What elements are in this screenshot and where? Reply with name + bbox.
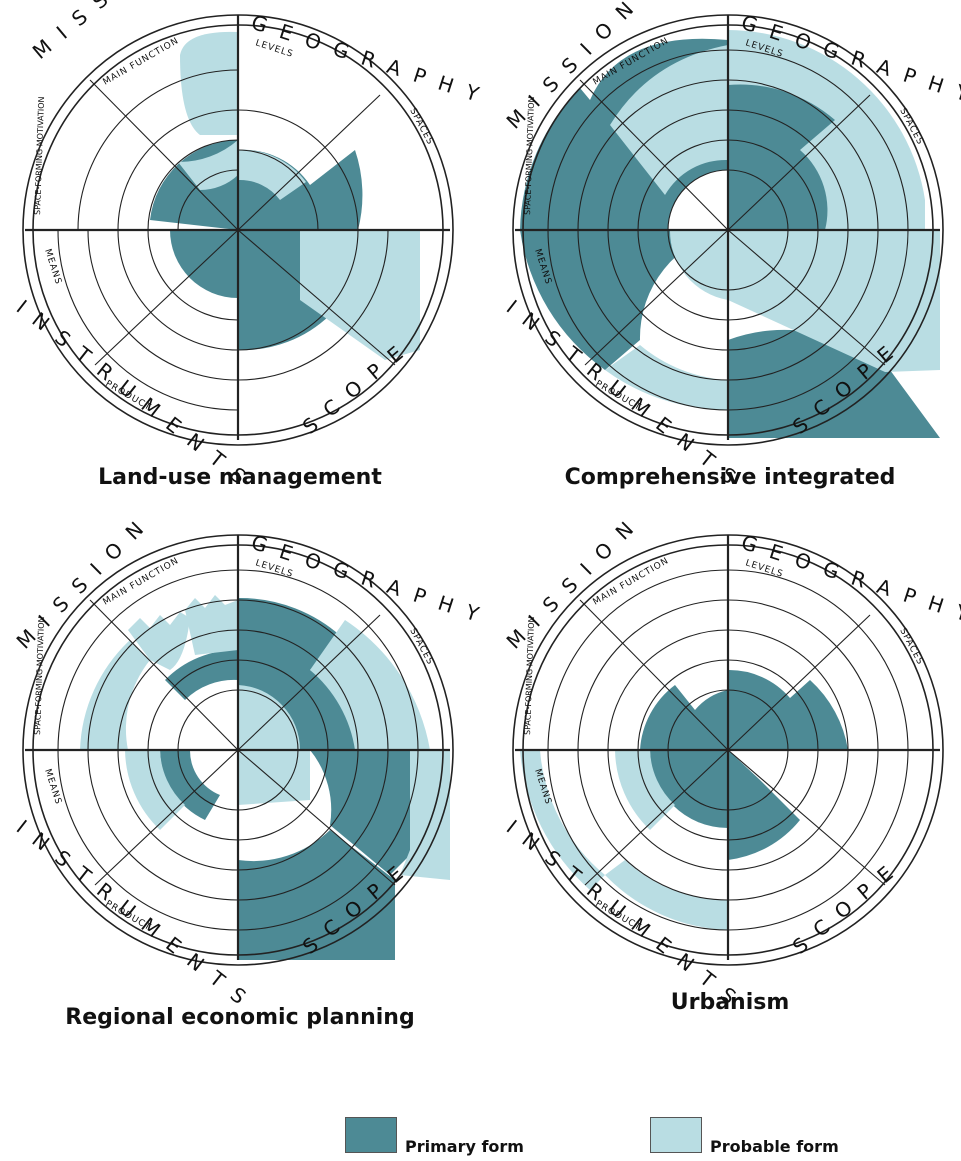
diagram-land-use-management: MISSION MAIN FUNCTION SPACE-FORMING MOTI…	[12, 0, 495, 497]
space-forming-motivation-label: SPACE-FORMING MOTIVATION	[523, 96, 536, 215]
diagram-comprehensive-integrated: MISSION MAIN FUNCTION SPACE-FORMING MOTI…	[502, 0, 961, 497]
panel-title: Land-use management	[98, 465, 382, 490]
panel-regional-economic-planning: MISSION MAIN FUNCTION SPACE-FORMING MOTI…	[10, 507, 495, 1040]
geography-label: GEOGRAPHY	[248, 10, 495, 111]
scope-label: SCOPE	[298, 332, 418, 439]
legend-primary-label: Primary form	[405, 1137, 524, 1156]
legend-probable: Probable form	[650, 1117, 890, 1157]
spaces-label: SPACES	[407, 627, 435, 667]
space-forming-motivation-label: SPACE-FORMING MOTIVATION	[523, 616, 536, 735]
legend-primary-swatch	[345, 1117, 397, 1153]
panel-comprehensive-integrated: MISSION MAIN FUNCTION SPACE-FORMING MOTI…	[500, 0, 961, 520]
diagram-regional-economic-planning: MISSION MAIN FUNCTION SPACE-FORMING MOTI…	[12, 507, 495, 1017]
panel-title: Urbanism	[670, 990, 790, 1015]
panel-urbanism: MISSION MAIN FUNCTION SPACE-FORMING MOTI…	[500, 507, 961, 1040]
panel-title: Comprehensive integrated	[564, 465, 896, 490]
panel-title: Regional economic planning	[65, 1005, 415, 1030]
panel-land-use-management: MISSION MAIN FUNCTION SPACE-FORMING MOTI…	[10, 0, 495, 520]
spaces-label: SPACES	[897, 627, 925, 667]
legend-primary: Primary form	[345, 1117, 565, 1157]
legend-probable-swatch	[650, 1117, 702, 1153]
diagram-urbanism: MISSION MAIN FUNCTION SPACE-FORMING MOTI…	[502, 507, 961, 1017]
space-forming-motivation-label: SPACE-FORMING MOTIVATION	[33, 616, 46, 735]
legend-probable-label: Probable form	[710, 1137, 839, 1156]
main-function-label: MAIN FUNCTION	[102, 36, 181, 88]
scope-label: SCOPE	[788, 852, 908, 959]
spaces-label: SPACES	[407, 107, 435, 147]
space-forming-motivation-label: SPACE-FORMING MOTIVATION	[33, 96, 46, 215]
geography-label: GEOGRAPHY	[738, 530, 961, 631]
